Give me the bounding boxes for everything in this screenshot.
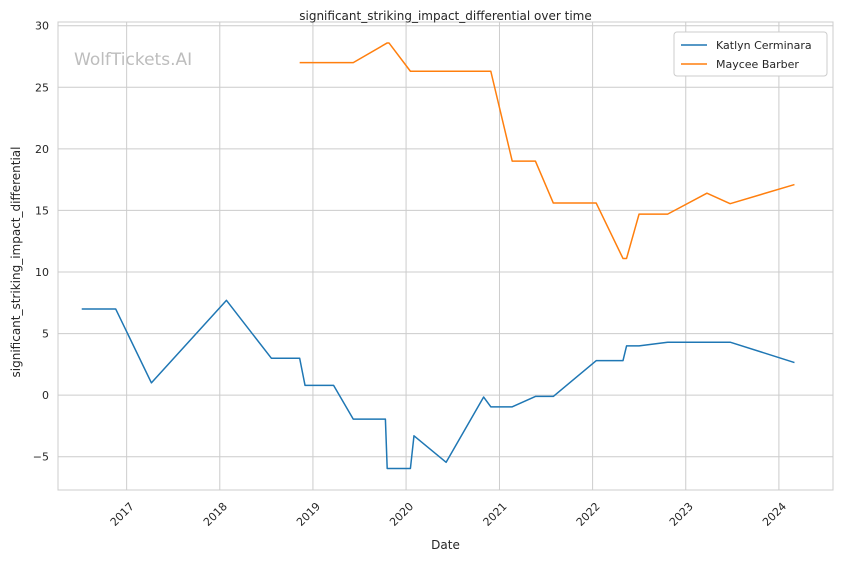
y-tick-label: 5 bbox=[42, 328, 49, 341]
x-tick-label: 2021 bbox=[481, 500, 510, 529]
y-tick-label: 30 bbox=[35, 20, 49, 33]
y-tick-labels: −5 0 5 10 15 20 25 30 bbox=[33, 20, 49, 464]
series-lines bbox=[81, 42, 795, 470]
x-tick-label: 2019 bbox=[294, 500, 323, 529]
x-tick-label: 2020 bbox=[387, 500, 416, 529]
x-tick-labels: 2017 2018 2019 2020 2021 2022 2023 2024 bbox=[108, 500, 789, 529]
x-tick-label: 2018 bbox=[201, 500, 230, 529]
x-tick-label: 2023 bbox=[667, 500, 696, 529]
legend-box bbox=[673, 31, 828, 77]
grid bbox=[58, 22, 833, 490]
y-axis-label: significant_striking_impact_differential bbox=[9, 147, 23, 378]
y-tick-label: 10 bbox=[35, 266, 49, 279]
x-tick-label: 2024 bbox=[760, 500, 789, 529]
legend-label-0: Katlyn Cerminara bbox=[716, 39, 812, 52]
chart-title: significant_striking_impact_differential… bbox=[299, 9, 591, 23]
y-tick-label: 0 bbox=[42, 389, 49, 402]
series-line-0 bbox=[81, 299, 795, 470]
y-tick-label: 25 bbox=[35, 81, 49, 94]
watermark: WolfTickets.AI bbox=[74, 50, 192, 70]
x-axis-label: Date bbox=[431, 538, 460, 552]
y-tick-label: −5 bbox=[33, 451, 49, 464]
y-tick-label: 15 bbox=[35, 204, 49, 217]
y-tick-label: 20 bbox=[35, 143, 49, 156]
legend-label-1: Maycee Barber bbox=[716, 58, 799, 71]
series-line-1 bbox=[299, 42, 795, 260]
x-tick-label: 2017 bbox=[108, 500, 137, 529]
legend: Katlyn Cerminara Maycee Barber bbox=[673, 31, 828, 77]
plot-frame bbox=[57, 21, 834, 491]
plot-background bbox=[57, 21, 834, 491]
x-tick-label: 2022 bbox=[574, 500, 603, 529]
